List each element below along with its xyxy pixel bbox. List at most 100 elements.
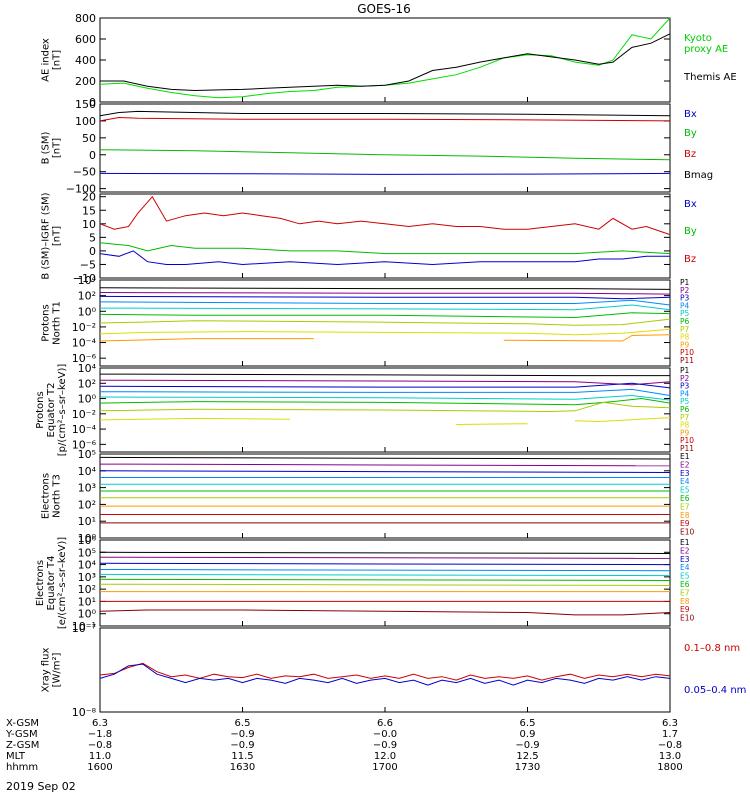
legend-item: E2	[680, 546, 690, 555]
y-tick-label: 15	[82, 204, 96, 217]
series-line-e7	[99, 583, 671, 586]
series-line-e10	[99, 609, 671, 616]
legend-item: E6	[680, 580, 690, 589]
legend-item: Themis AE	[683, 72, 737, 83]
y-tick-label: 100	[75, 115, 96, 128]
y-axis-label: [nT]	[52, 226, 63, 246]
legend-item: P2	[680, 286, 690, 295]
footer-value: 1730	[515, 762, 540, 773]
footer-value: −1.8	[88, 729, 112, 740]
series-line-p8	[99, 328, 671, 336]
legend-item: E8	[680, 597, 690, 606]
legend-item: E9	[680, 605, 690, 614]
panel-xray: 10⁻⁷ 10⁻⁸ Xray flux [W/m²] 0.1–0.8 nm 0.05–0.…	[41, 622, 747, 719]
legend-item: 0.1–0.8 nm	[684, 643, 740, 654]
panel-frame	[99, 17, 671, 103]
y-axis-label: [nT]	[52, 138, 63, 158]
series-line-p1	[99, 373, 670, 377]
y-tick-label: 400	[75, 54, 96, 67]
y-tick-label: 600	[75, 33, 96, 46]
y-tick-label: 0	[89, 96, 96, 109]
footer-row-label: X-GSM	[6, 718, 39, 729]
legend-item: P11	[680, 444, 694, 453]
y-tick-label: 10³	[78, 571, 96, 584]
legend-item: P3	[680, 382, 690, 391]
panel-protons_equator: 10⁴ 10² 10⁰ 10⁻² 10⁻⁴ 10⁻⁶ Protons Equator T2 [p…	[35, 362, 694, 456]
series-line-p5	[99, 394, 671, 401]
y-tick-label: 50	[82, 132, 96, 145]
legend-item: P8	[680, 421, 690, 430]
legend-item: E10	[680, 614, 695, 623]
legend-item: 0.05–0.4 nm	[684, 685, 746, 696]
y-axis-label: North T3	[52, 474, 63, 518]
panel-frame	[99, 627, 671, 713]
plot-title: GOES-16	[357, 2, 411, 16]
y-tick-label: 10⁻²	[72, 408, 96, 421]
series-line-p6	[99, 397, 671, 406]
footer-value: −0.9	[230, 740, 254, 751]
legend-item: P2	[680, 374, 690, 383]
series-line-p2	[99, 379, 671, 386]
series-line-bz	[99, 116, 671, 122]
y-tick-label: 10⁻²	[72, 321, 96, 334]
legend-item: E9	[680, 519, 690, 528]
series-line-p3	[99, 382, 671, 389]
footer-value: 12.0	[374, 751, 396, 762]
legend-item: P7	[680, 325, 690, 334]
y-tick-label: 10⁴	[78, 465, 97, 478]
y-tick-label: 10³	[78, 482, 96, 495]
y-axis-label: Xray flux	[41, 648, 52, 693]
legend-item: E1	[680, 452, 690, 461]
y-axis-label: [e/(cm²–s–sr–keV)]	[57, 537, 68, 629]
footer-row-label: Y-GSM	[5, 729, 38, 740]
footer-value: 6.5	[235, 718, 251, 729]
y-tick-label: 10²	[78, 498, 96, 511]
series-line-p7	[99, 318, 671, 326]
series-line-p8	[99, 417, 671, 425]
y-axis-label: B (SM)–IGRF (SM)	[41, 192, 52, 279]
panel-frame	[99, 453, 671, 539]
y-tick-label: 0	[89, 149, 96, 162]
y-axis-label: AE index	[41, 38, 52, 82]
legend-item: P6	[680, 317, 690, 326]
footer-value: −0.9	[230, 729, 254, 740]
y-tick-label: 10⁴	[78, 362, 97, 375]
series-line-e5	[99, 573, 671, 577]
footer-value: 13.0	[659, 751, 681, 762]
series-line-e3	[99, 562, 671, 566]
y-tick-label: 10⁰	[78, 305, 97, 318]
series-line-p3	[99, 295, 671, 300]
legend-item: E4	[680, 477, 690, 486]
footer-value: 1700	[372, 762, 397, 773]
y-tick-label: 20	[82, 191, 96, 204]
y-tick-label: 150	[75, 98, 96, 111]
y-axis-label: Electrons	[41, 473, 52, 519]
series-line-p4	[99, 299, 671, 306]
y-tick-label: 10¹	[78, 595, 96, 608]
plot-date: 2019 Sep 02	[6, 780, 76, 793]
y-tick-label: 800	[75, 12, 96, 25]
legend-item: E3	[680, 469, 690, 478]
series-line-e1	[99, 456, 671, 460]
legend-item: Bx	[684, 109, 697, 120]
legend-item: P3	[680, 294, 690, 303]
series-line-p7	[99, 401, 671, 413]
footer-value: 6.6	[377, 718, 393, 729]
series-line-e6	[99, 578, 671, 581]
y-tick-label: 10⁶	[78, 534, 97, 547]
legend-item: By	[684, 128, 697, 139]
series-line-e4	[99, 569, 671, 572]
y-tick-label: 10⁰	[78, 608, 97, 621]
legend-item: P10	[680, 436, 694, 445]
legend-item: E7	[680, 588, 690, 597]
y-tick-label: 10⁰	[78, 532, 97, 545]
legend-item: P9	[680, 340, 690, 349]
panel-protons_north: 10⁴ 10² 10⁰ 10⁻² 10⁻⁴ 10⁻⁶ Protons North T1 P1P2…	[41, 274, 694, 367]
legend-item: P4	[680, 301, 690, 310]
y-tick-label: 10⁵	[78, 546, 96, 559]
series-line-themis	[100, 33, 671, 92]
